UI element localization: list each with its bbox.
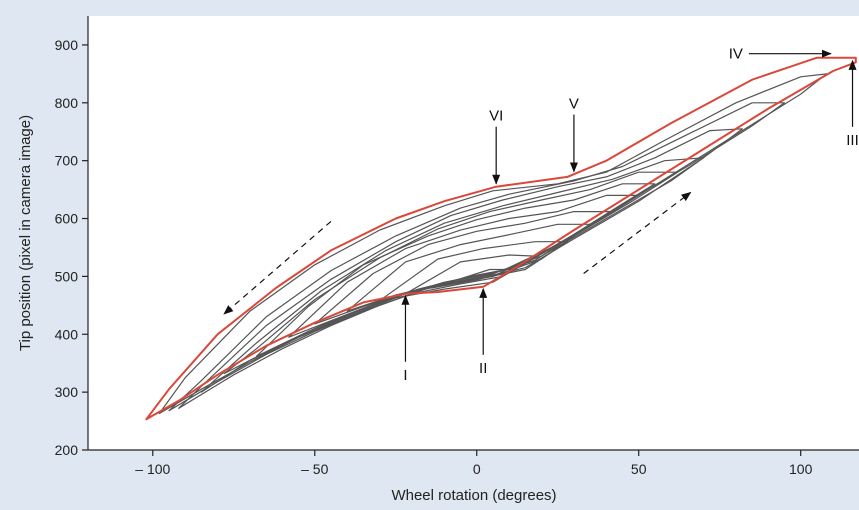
- inner-loop-line: [168, 102, 786, 412]
- y-tick-label: 800: [55, 95, 79, 111]
- x-tick-label: – 100: [135, 461, 170, 477]
- y-tick-group: 200 300 400 500 600 700 800 900: [55, 37, 88, 458]
- x-tick-label: – 50: [301, 461, 328, 477]
- x-tick-label: 100: [789, 461, 813, 477]
- annotation-label: II: [479, 360, 487, 377]
- annotation-label: V: [569, 96, 579, 113]
- inner-loop-line: [158, 73, 828, 415]
- x-tick-label: 50: [631, 461, 647, 477]
- y-tick-label: 900: [55, 37, 79, 53]
- annotation-label: III: [846, 132, 859, 149]
- y-tick-label: 400: [55, 326, 79, 342]
- annotation-label: I: [403, 367, 407, 384]
- loop-group: [145, 56, 857, 421]
- y-axis-label: Tip position (pixel in camera image): [17, 115, 34, 351]
- inner-loop-line: [430, 268, 517, 289]
- y-tick-label: 200: [55, 442, 79, 458]
- y-tick-label: 600: [55, 211, 79, 227]
- x-axis-label: Wheel rotation (degrees): [391, 487, 556, 504]
- annotation-label: IV: [729, 46, 743, 63]
- inner-loop-line: [255, 183, 656, 357]
- plot-area: [88, 16, 859, 450]
- inner-loop-line: [178, 128, 743, 409]
- direction-arrow-group: [223, 191, 692, 315]
- y-tick-label: 500: [55, 268, 79, 284]
- annotation-label: VI: [489, 108, 503, 125]
- direction-arrow: [583, 191, 692, 274]
- x-tick-label: 0: [473, 461, 481, 477]
- y-tick-label: 300: [55, 384, 79, 400]
- x-tick-group: – 100 – 50 0 50 100: [135, 450, 813, 477]
- y-tick-label: 700: [55, 153, 79, 169]
- direction-arrow: [223, 220, 332, 315]
- outer-loop-line: [145, 56, 857, 421]
